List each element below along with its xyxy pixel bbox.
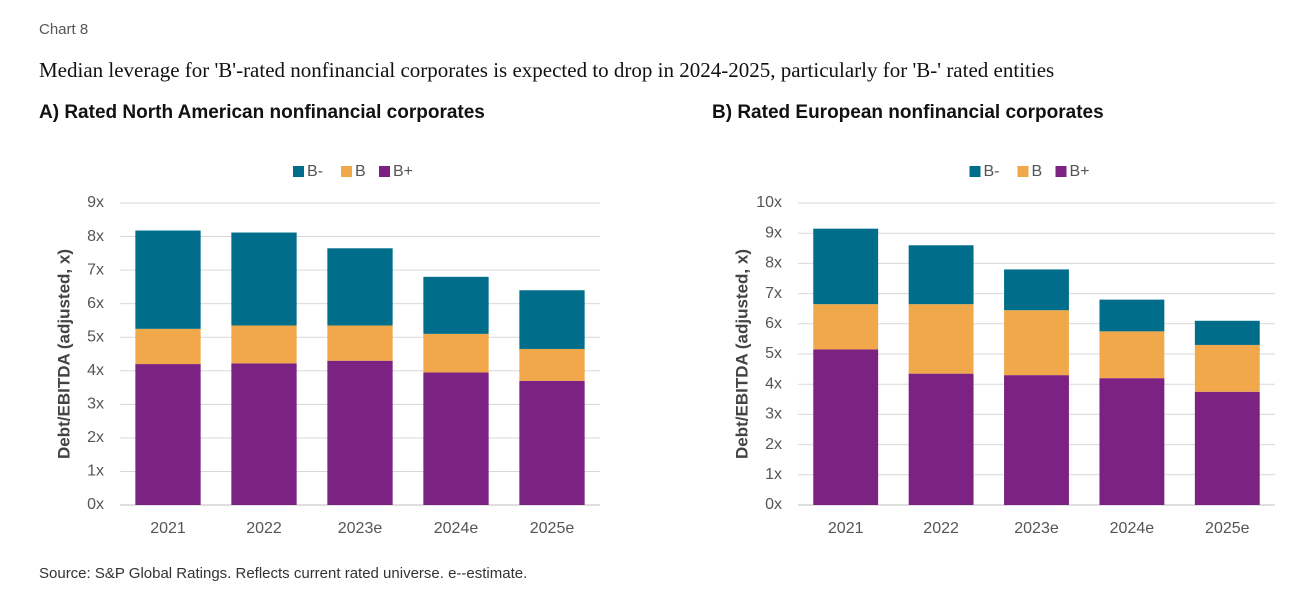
bar-segment <box>1099 299 1165 332</box>
bar-segment <box>1004 269 1069 311</box>
y-tick-label: 0x <box>87 496 104 513</box>
y-tick-label: 3x <box>87 396 104 413</box>
header: Chart 8 <box>39 21 88 38</box>
chart-title: B) Rated European nonfinancial corporate… <box>712 102 1104 123</box>
x-tick-label: 2022 <box>923 520 959 537</box>
y-tick-label: 6x <box>87 295 104 312</box>
bar-segment <box>231 363 297 505</box>
x-tick-label: 2023e <box>1014 520 1059 537</box>
bar-segment <box>1004 375 1069 505</box>
y-axis-label: Debt/EBITDA (adjusted, x) <box>54 249 73 459</box>
bar-segment <box>423 276 489 334</box>
y-tick-label: 1x <box>765 466 782 483</box>
x-tick-label: 2021 <box>828 520 864 537</box>
bar-segment <box>1099 331 1165 379</box>
title: Median leverage for 'B'-rated nonfinanci… <box>39 58 1054 82</box>
bar-segment <box>1194 344 1260 392</box>
bar-segment <box>519 290 585 349</box>
x-tick-label: 2024e <box>434 520 479 537</box>
bar-segment <box>327 360 393 505</box>
x-tick-label: 2025e <box>530 520 575 537</box>
y-tick-label: 8x <box>87 228 104 245</box>
y-tick-label: 5x <box>87 328 104 345</box>
legend-swatch <box>379 166 390 177</box>
bar-segment <box>519 380 585 505</box>
legend-label: B <box>355 163 366 180</box>
x-tick-label: 2025e <box>1205 520 1250 537</box>
chart-title: A) Rated North American nonfinancial cor… <box>39 102 485 123</box>
y-tick-label: 1x <box>87 463 104 480</box>
bar-segment <box>231 325 297 364</box>
y-tick-label: 3x <box>765 406 782 423</box>
y-tick-label: 4x <box>87 362 104 379</box>
bar-segment <box>813 228 879 305</box>
legend-swatch <box>341 166 352 177</box>
bar-segment <box>135 230 201 329</box>
y-tick-label: 9x <box>87 194 104 211</box>
y-tick-label: 7x <box>765 285 782 302</box>
bar-segment <box>423 372 489 505</box>
bar-segment <box>1194 391 1260 505</box>
x-tick-label: 2024e <box>1110 520 1155 537</box>
x-tick-label: 2021 <box>150 520 186 537</box>
bar-segment <box>327 325 393 361</box>
x-tick-label: 2022 <box>246 520 282 537</box>
legend-label: B+ <box>1070 163 1090 180</box>
y-tick-label: 8x <box>765 255 782 272</box>
y-tick-label: 4x <box>765 375 782 392</box>
y-tick-label: 9x <box>765 224 782 241</box>
legend-swatch <box>1055 166 1067 177</box>
legend-swatch <box>1017 166 1029 177</box>
bar-segment <box>813 304 879 350</box>
y-tick-label: 7x <box>87 261 104 278</box>
bar-segment <box>1004 310 1069 376</box>
legend-label: B <box>1032 163 1043 180</box>
bar-segment <box>908 373 974 505</box>
bar-segment <box>1194 320 1260 345</box>
bar-segment <box>135 364 201 505</box>
bar-segment <box>908 245 974 305</box>
y-tick-label: 5x <box>765 345 782 362</box>
y-tick-label: 2x <box>765 436 782 453</box>
bar-segment <box>519 348 585 381</box>
legend-swatch <box>293 166 304 177</box>
legend-label: B- <box>307 163 323 180</box>
bar-segment <box>908 304 974 374</box>
y-tick-label: 0x <box>765 496 782 513</box>
legend-label: B+ <box>393 163 413 180</box>
source: Source: S&P Global Ratings. Reflects cur… <box>39 565 527 582</box>
y-axis-label: Debt/EBITDA (adjusted, x) <box>732 249 751 459</box>
bar-segment <box>423 333 489 373</box>
legend-label: B- <box>984 163 1000 180</box>
bar-segment <box>327 248 393 326</box>
bar-segment <box>813 349 879 505</box>
bar-segment <box>1099 378 1165 505</box>
x-tick-label: 2023e <box>338 520 383 537</box>
y-tick-label: 10x <box>756 194 782 211</box>
legend-swatch <box>969 166 981 177</box>
y-tick-label: 2x <box>87 429 104 446</box>
bar-segment <box>231 232 297 326</box>
bar-segment <box>135 328 201 365</box>
y-tick-label: 6x <box>765 315 782 332</box>
